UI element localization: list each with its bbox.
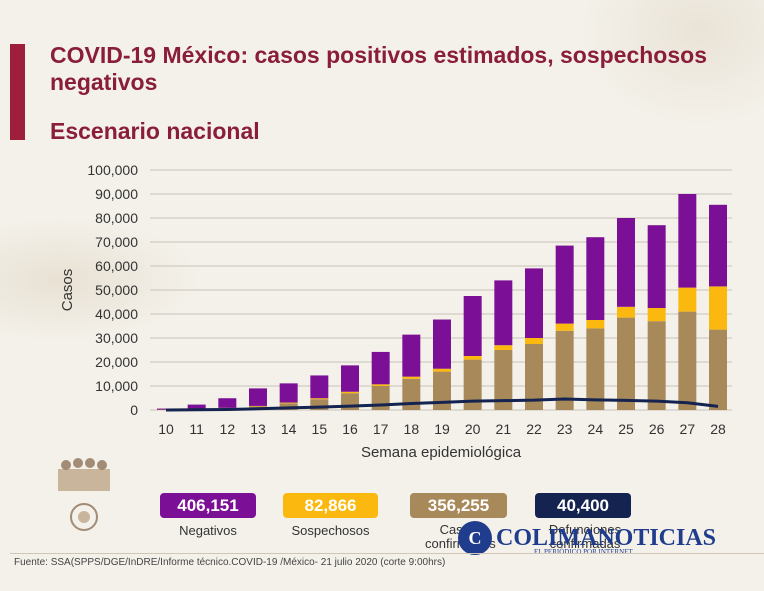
- x-axis-label: Semana epidemiológica: [361, 444, 522, 461]
- bar-confirmados: [463, 359, 482, 410]
- bar-confirmados: [678, 311, 697, 410]
- bar-confirmados: [617, 317, 635, 410]
- x-tick-label: 11: [189, 421, 204, 437]
- bar-negativos: [279, 383, 298, 403]
- bar-confirmados: [494, 350, 513, 410]
- bar-confirmados: [586, 328, 605, 410]
- x-tick-label: 25: [618, 421, 634, 437]
- x-tick-label: 13: [250, 421, 266, 437]
- bar-confirmados: [647, 321, 666, 410]
- x-tick-label: 22: [526, 421, 542, 437]
- bar-sospechosos: [371, 384, 390, 386]
- bar-negativos: [371, 351, 390, 385]
- legend-sospechosos-label: Sospechosos: [291, 523, 370, 538]
- bar-negativos: [341, 365, 359, 392]
- y-axis-label: Casos: [59, 269, 76, 312]
- legend-defunciones-label: Defunciones confirmadas: [548, 522, 622, 551]
- bar-negativos: [617, 218, 635, 307]
- bar-confirmados: [433, 371, 451, 410]
- bar-negativos: [218, 398, 237, 408]
- y-tick-label: 100,000: [87, 162, 138, 178]
- legend-confirmados-value: 356,255: [410, 493, 507, 518]
- bar-sospechosos: [402, 376, 421, 379]
- bar-sospechosos: [310, 398, 329, 400]
- page-title: COVID-19 México: casos positivos estimad…: [50, 42, 707, 95]
- source-note: Fuente: SSA(SPPS/DGE/InDRE/Informe técni…: [14, 557, 446, 568]
- bar-negativos: [187, 404, 206, 409]
- bar-confirmados: [310, 399, 329, 410]
- bar-sospechosos: [617, 306, 635, 318]
- bar-negativos: [525, 268, 543, 338]
- bar-confirmados: [525, 344, 543, 410]
- logo-tagline: EL PERIÓDICO POR INTERNET: [534, 548, 633, 556]
- bar-sospechosos: [463, 356, 482, 360]
- bar-negativos: [433, 319, 451, 369]
- x-tick-label: 21: [496, 421, 512, 437]
- y-tick-label: 0: [130, 402, 138, 418]
- y-tick-label: 30,000: [95, 330, 138, 346]
- bar-negativos: [586, 237, 605, 320]
- bar-sospechosos: [525, 338, 543, 344]
- x-tick-label: 20: [465, 421, 481, 437]
- legend-defunciones-value: 40,400: [535, 493, 631, 518]
- government-emblem-icon: [58, 458, 110, 531]
- y-tick-label: 80,000: [95, 210, 138, 226]
- x-tick-label: 26: [649, 421, 665, 437]
- bar-confirmados: [402, 378, 421, 410]
- y-tick-label: 40,000: [95, 306, 138, 322]
- x-tick-label: 28: [710, 421, 726, 437]
- bar-sospechosos: [586, 320, 605, 329]
- accent-bar: [10, 44, 25, 140]
- bar-confirmados: [709, 329, 727, 410]
- bar-confirmados: [555, 330, 574, 410]
- x-tick-label: 17: [373, 421, 389, 437]
- stacked-bar-chart: 0 10,000 20,000 30,000 40,000 50,000 60,000 70,…: [59, 162, 732, 461]
- y-tick-label: 10,000: [95, 378, 138, 394]
- y-tick-label: 20,000: [95, 354, 138, 370]
- bar-negativos: [402, 334, 421, 377]
- line-defunciones: [165, 397, 719, 412]
- bar-sospechosos: [494, 345, 513, 350]
- x-tick-label: 15: [312, 421, 328, 437]
- x-tick-label: 14: [281, 421, 297, 437]
- page-subtitle: Escenario nacional: [50, 118, 260, 144]
- y-tick-label: 50,000: [95, 282, 138, 298]
- x-tick-label: 18: [404, 421, 420, 437]
- bar-sospechosos: [647, 308, 666, 322]
- bar-negativos: [678, 194, 697, 288]
- logo-name: COLIMANOTICIAS: [496, 524, 717, 551]
- bar-negativos: [463, 296, 482, 356]
- y-tick-label: 60,000: [95, 258, 138, 274]
- legend-negativos-label: Negativos: [179, 523, 237, 538]
- bar-sospechosos: [678, 287, 697, 312]
- colimanoticias-logo: C COLIMANOTICIAS: [458, 521, 716, 555]
- bar-negativos: [249, 388, 267, 406]
- bar-sospechosos: [279, 402, 298, 404]
- legend-negativos-value: 406,151: [160, 493, 256, 518]
- x-tick-label: 16: [342, 421, 358, 437]
- x-tick-label: 23: [557, 421, 573, 437]
- bar-negativos: [647, 225, 666, 308]
- y-tick-label: 70,000: [95, 234, 138, 250]
- legend-sospechosos-value: 82,866: [283, 493, 378, 518]
- x-tick-label: 10: [158, 421, 174, 437]
- bar-sospechosos: [555, 323, 574, 331]
- x-tick-label: 24: [588, 421, 604, 437]
- bar-sospechosos: [709, 286, 727, 330]
- bar-negativos: [494, 280, 513, 346]
- bar-negativos: [709, 204, 727, 287]
- logo-mark: C: [458, 521, 492, 555]
- x-tick-label: 19: [434, 421, 450, 437]
- y-tick-label: 90,000: [95, 186, 138, 202]
- bar-sospechosos: [433, 368, 451, 372]
- bar-sospechosos: [341, 391, 359, 394]
- footer-divider: [10, 553, 764, 554]
- x-tick-label: 27: [680, 421, 696, 437]
- bar-negativos: [310, 375, 329, 399]
- x-tick-label: 12: [220, 421, 236, 437]
- bar-negativos: [555, 245, 574, 324]
